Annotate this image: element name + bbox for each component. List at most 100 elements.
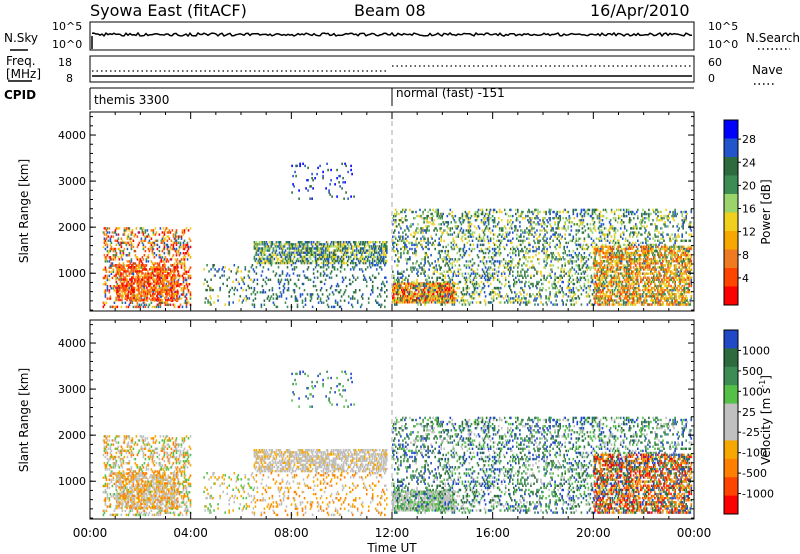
echo-cell [341, 249, 344, 252]
echo-cell [543, 260, 545, 263]
echo-cell [317, 301, 320, 304]
echo-cell [384, 291, 386, 294]
echo-cell [487, 221, 490, 224]
echo-cell [448, 293, 451, 296]
echo-cell [424, 260, 426, 263]
echo-cell [304, 297, 307, 300]
echo-cell [137, 305, 140, 309]
echo-cell [125, 305, 128, 309]
echo-cell [141, 298, 143, 302]
echo-cell [408, 301, 410, 304]
echo-cell [439, 284, 442, 287]
echo-cell [281, 251, 284, 254]
echo-cell [450, 297, 453, 300]
echo-cell [171, 294, 173, 298]
echo-cell [435, 294, 438, 298]
echo-cell [110, 270, 113, 273]
echo-cell [178, 274, 181, 278]
echo-cell [452, 291, 455, 294]
echo-cell [380, 289, 383, 292]
echo-cell [445, 262, 447, 265]
echo-cell [116, 283, 119, 286]
echo-cell [328, 255, 331, 259]
echo-cell [334, 245, 337, 248]
echo-cell [153, 252, 156, 255]
echo-cell [330, 243, 333, 246]
echo-cell [310, 293, 313, 296]
echo-cell [401, 210, 403, 214]
echo-cell [288, 251, 291, 254]
echo-cell [272, 253, 275, 256]
echo-cell [442, 231, 444, 234]
echo-cell [319, 164, 321, 168]
echo-cell [158, 266, 160, 269]
echo-cell [306, 261, 309, 265]
echo-cell [458, 264, 461, 267]
echo-cell [499, 241, 502, 245]
echo-cell [432, 221, 434, 224]
echo-cell [406, 299, 408, 302]
echo-cell [383, 259, 385, 263]
echo-cell [342, 253, 345, 256]
echo-cell [184, 256, 187, 259]
echo-cell [368, 259, 371, 263]
echo-cell [109, 256, 112, 259]
echo-cell [128, 282, 130, 285]
echo-cell [452, 294, 455, 298]
echo-cell [341, 247, 344, 250]
echo-cell [333, 259, 336, 263]
echo-cell [315, 264, 318, 267]
echo-cell [406, 282, 408, 286]
echo-cell [481, 268, 484, 271]
echo-cell [118, 270, 120, 273]
echo-cell [250, 266, 253, 269]
echo-cell [189, 276, 192, 280]
echo-cell [326, 249, 329, 252]
echo-cell [260, 259, 263, 263]
echo-cell [522, 210, 524, 214]
echo-cell [488, 278, 491, 282]
echo-cell [372, 259, 375, 263]
echo-cell [341, 276, 344, 279]
echo-cell [304, 243, 307, 246]
echo-cell [110, 258, 113, 261]
echo-cell [270, 243, 273, 246]
echo-cell [292, 174, 294, 178]
echo-cell [409, 208, 411, 212]
echo-cell [184, 266, 187, 269]
echo-cell [153, 241, 156, 244]
echo-cell [149, 247, 152, 251]
echo-cell [543, 239, 545, 242]
echo-cell [174, 258, 177, 261]
echo-cell [261, 291, 264, 294]
echo-cell [416, 278, 418, 282]
echo-cell [449, 229, 452, 232]
echo-cell [475, 291, 478, 294]
echo-cell [435, 288, 438, 292]
echo-cell [540, 270, 542, 273]
echo-cell [169, 274, 171, 277]
echo-cell [119, 241, 122, 244]
echo-cell [406, 262, 408, 265]
echo-cell [295, 284, 298, 288]
echo-cell [172, 247, 175, 251]
echo-cell [341, 245, 344, 248]
echo-cell [489, 291, 492, 294]
echo-cell [428, 276, 430, 279]
echo-cell [508, 280, 510, 284]
echo-cell [403, 282, 405, 285]
echo-cell [409, 290, 411, 294]
echo-cell [160, 295, 163, 298]
echo-cell [449, 280, 452, 284]
echo-cell [346, 264, 349, 267]
echo-cell [344, 241, 347, 244]
echo-cell [342, 177, 344, 180]
echo-cell [397, 294, 399, 298]
echo-cell [144, 272, 147, 275]
echo-cell [438, 284, 440, 288]
echo-cell [326, 245, 329, 248]
echo-cell [351, 253, 354, 256]
echo-cell [187, 245, 190, 249]
echo-cell [382, 247, 384, 250]
echo-cell [394, 221, 396, 224]
